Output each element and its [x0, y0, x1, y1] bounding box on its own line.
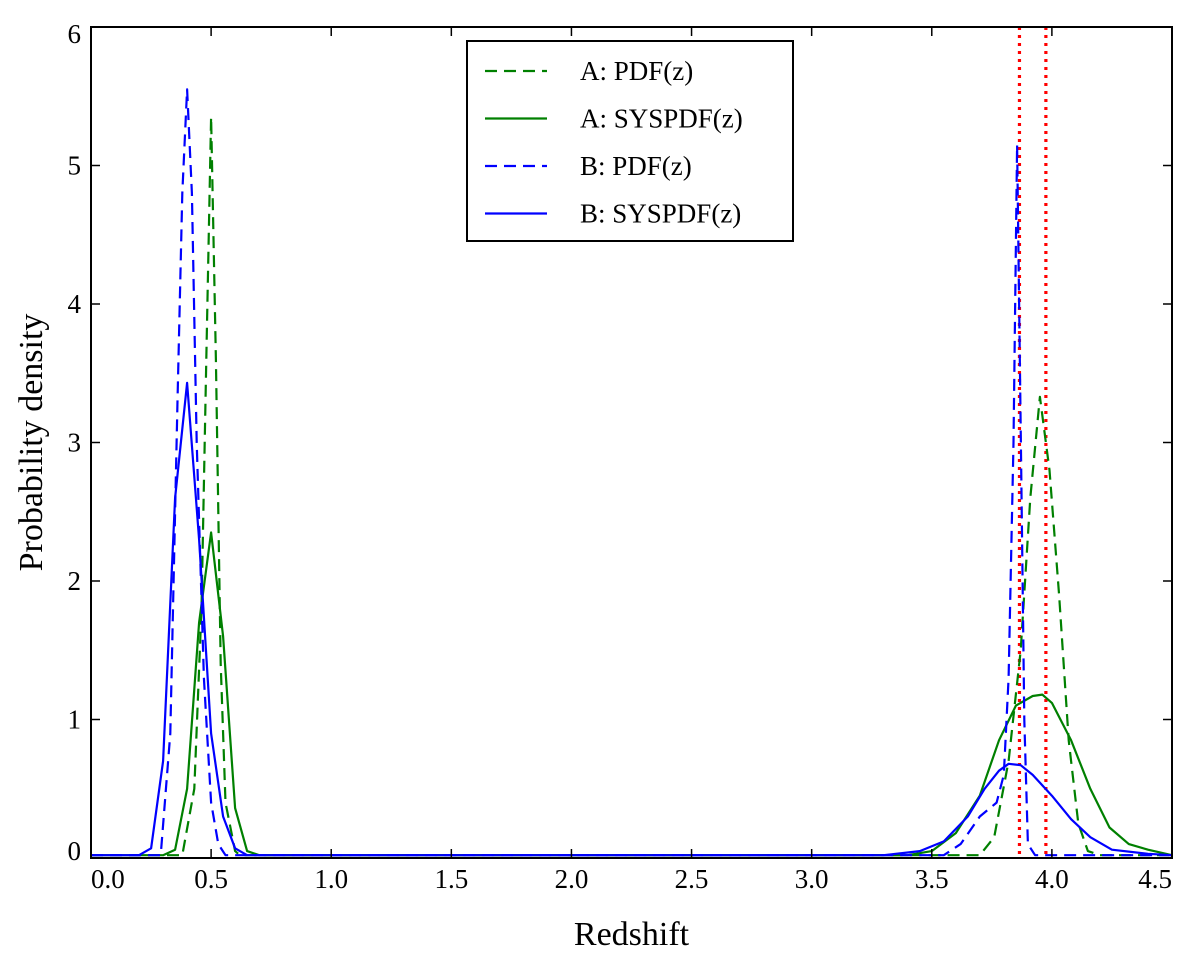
- series-layer: [91, 88, 1173, 857]
- x-tick-label: 1.5: [434, 864, 468, 894]
- legend: A: PDF(z) A: SYSPDF(z) B: PDF(z) B: SYSPDF(…: [466, 40, 794, 242]
- series-line-a-pdf-z: [91, 115, 1172, 857]
- y-tick-label: 6: [68, 19, 82, 49]
- y-tick-label: 0: [68, 836, 82, 866]
- x-tick-label: 2.0: [555, 864, 589, 894]
- x-tick-label: 2.5: [675, 864, 709, 894]
- legend-label-b-syspdf-z: B: SYSPDF(z): [580, 199, 741, 229]
- y-tick-label: 5: [68, 151, 82, 181]
- x-axis-label: Redshift: [574, 916, 690, 953]
- y-axis-label: Probability density: [13, 314, 50, 572]
- series-line-a-syspdf-z: [91, 531, 1173, 857]
- series-line-b-pdf-z: [91, 88, 1172, 857]
- y-tick-label: 2: [68, 566, 82, 596]
- tick-layer: 0.0 0.5 1.0 1.5 2.0 2.5 3.0 3.5 4.0 4.5 0 1 2 3 4 5 6: [68, 19, 1173, 894]
- vline-layer: [1017, 27, 1048, 858]
- y-tick-label: 4: [68, 289, 82, 319]
- x-tick-label: 0.5: [194, 864, 228, 894]
- x-tick-label: 3.0: [795, 864, 829, 894]
- legend-box: [466, 40, 794, 242]
- y-tick-label: 3: [68, 428, 82, 458]
- x-tick-label: 0.0: [91, 864, 125, 894]
- x-tick-label: 4.5: [1138, 864, 1172, 894]
- series-line-b-syspdf-z: [91, 381, 1173, 857]
- x-tick-label: 3.5: [915, 864, 949, 894]
- x-tick-label: 1.0: [314, 864, 348, 894]
- legend-label-a-pdf-z: A: PDF(z): [580, 56, 693, 86]
- y-tick-label: 1: [68, 705, 82, 735]
- legend-label-a-syspdf-z: A: SYSPDF(z): [580, 104, 743, 134]
- x-tick-label: 4.0: [1035, 864, 1069, 894]
- legend-label-b-pdf-z: B: PDF(z): [580, 151, 692, 181]
